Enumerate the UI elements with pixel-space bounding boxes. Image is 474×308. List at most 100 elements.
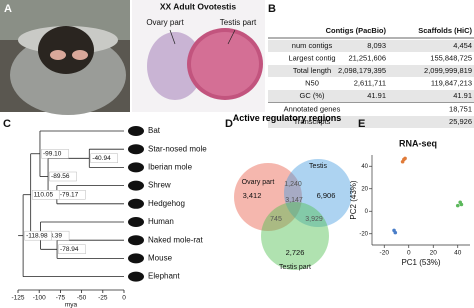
node-label: -99.10 [43,150,62,157]
chart-title: RNA-seq [399,138,437,148]
node-label: -98.39 [44,232,63,239]
panel-label: C [3,118,11,130]
row-shade [268,65,474,77]
venn-set [234,163,302,231]
leaf-label: Human [148,217,174,226]
icon [128,271,144,282]
leaf-label: Iberian mole [148,163,193,172]
photo [0,0,130,115]
region-count: 2,726 [286,248,305,257]
icon [128,235,144,246]
set-name: Ovary part [242,179,275,186]
cell: 4,454 [453,41,472,50]
row-label: Annotated genes [284,104,341,113]
icon [128,198,144,209]
y-tick-label: 0 [365,209,369,215]
y-axis-label: PC2 (43%) [349,180,358,219]
leaf-label: Mouse [148,254,173,263]
node-label-box [49,171,77,182]
cell: 41.91 [367,91,386,100]
node-label-box [90,153,118,164]
panel-label: E [358,118,365,130]
cell: 21,251,606 [348,53,386,62]
cell: 8,093 [367,41,386,50]
row-shade [268,40,474,52]
point [403,156,407,161]
icon [128,180,144,191]
histology-title: XX Adult Ovotestis [160,1,236,11]
cell: 41.91 [453,91,472,100]
point [455,203,460,208]
region-count: 3,147 [285,197,303,204]
column-header: Contigs (PacBio) [326,26,387,35]
leaf-label: Star-nosed mole [148,144,207,153]
cell: 119,847,213 [431,78,472,87]
histology [132,0,265,112]
cell: 2,098,179,395 [338,66,386,75]
cell: 155,848,725 [430,53,472,62]
panel-label: A [4,3,12,15]
node-label: -40.94 [92,155,111,162]
node-label-box [31,189,60,200]
icon [128,217,144,227]
x-tick-label: -50 [77,295,87,302]
cell: 2,099,999,819 [424,66,472,75]
x-tick-label: -100 [33,295,46,302]
region-count: 6,906 [317,191,336,200]
cell: 18,751 [449,104,472,113]
venn-set [261,202,329,270]
column-header: Scaffolds (HiC) [418,26,472,35]
x-tick-label: -125 [11,295,24,302]
annotation: Testis part [220,18,257,27]
icon [128,253,144,264]
row-shade [268,90,474,102]
y-tick-label: 20 [361,186,368,192]
icon [128,144,144,155]
row-shade [268,116,474,128]
y-tick-label: -20 [359,231,368,237]
x-tick-label: -20 [380,250,390,257]
leaf-label: Bat [148,126,161,135]
node-label: 110.05 [34,191,54,198]
leaf-label: Elephant [148,272,180,281]
leaf-label: Naked mole-rat [148,235,203,244]
node-label: -78.94 [60,246,79,253]
row-label: Largest contig [288,53,335,62]
region-count: 745 [270,216,282,223]
region-count: 3,929 [305,216,323,223]
node-label-box [41,149,69,159]
point [459,202,464,207]
x-tick-label: 0 [407,250,411,257]
row-label: GC (%) [300,91,326,100]
set-name: Testis part [279,264,311,271]
venn-set [284,159,352,227]
point [393,230,398,235]
leaf-label: Hedgehog [148,199,185,208]
x-axis-label: PC1 (53%) [401,258,440,267]
node-label: -89.56 [51,173,70,180]
annotation: Ovary part [146,18,184,27]
x-tick-label: 20 [430,250,438,257]
node-label-box [58,244,86,255]
row-label: Total length [293,66,331,75]
region-count: 3,412 [243,191,262,200]
cell: 25,926 [449,117,472,126]
region-count: 1,240 [284,181,302,188]
row-label: num contigs [292,41,333,50]
x-tick-label: -75 [56,295,66,302]
node-label: -118.98 [26,232,48,239]
panel-label: B [268,3,276,15]
row-label: N50 [305,78,319,87]
venn-title: Active regulatory regions [232,113,342,123]
x-tick-label: 0 [122,295,126,302]
leaf-label: Shrew [148,181,171,190]
set-name: Testis [309,163,327,170]
y-tick-label: 40 [361,164,368,170]
icon [128,126,144,136]
row-label: Transcripts [294,117,331,126]
x-axis-label: mya [65,302,78,308]
node-label-box [24,230,52,241]
icon [128,162,144,173]
